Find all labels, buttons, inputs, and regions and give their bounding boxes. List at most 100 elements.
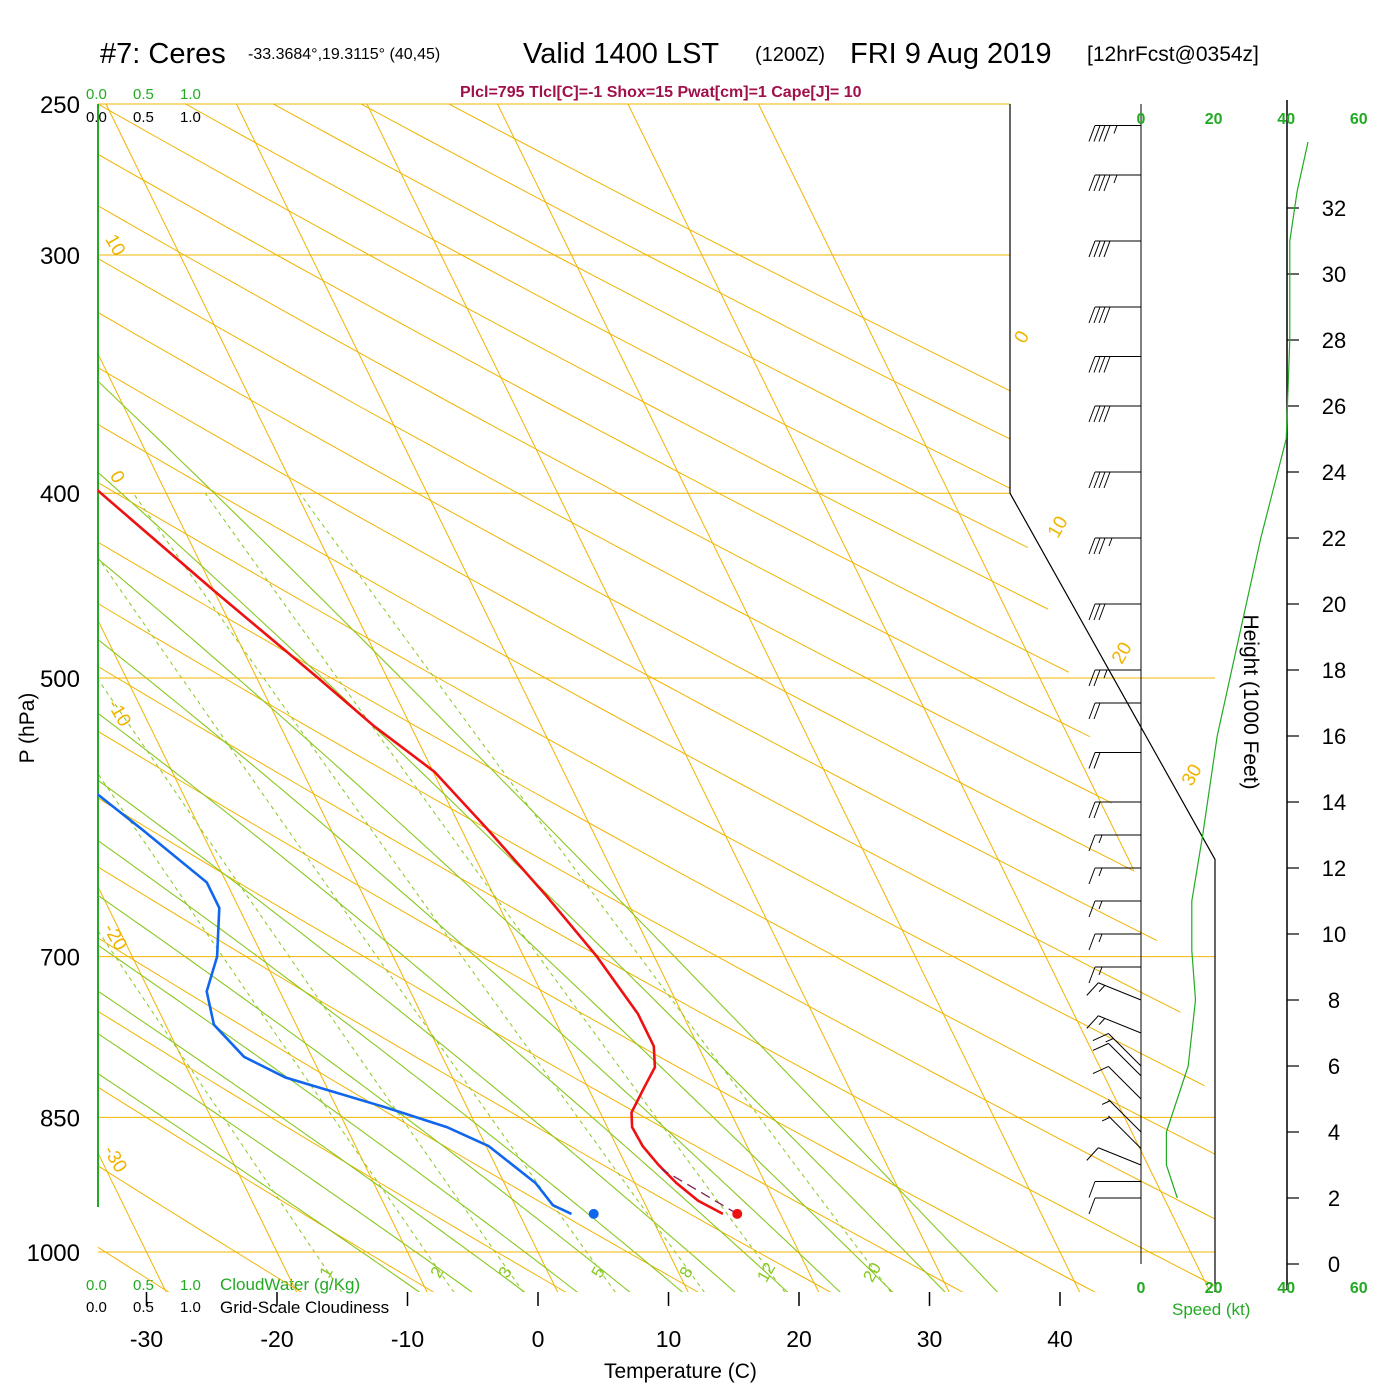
wind-barb-flag bbox=[1093, 125, 1101, 142]
parcel-path bbox=[661, 1168, 738, 1215]
isotherm-line bbox=[0, 104, 40, 1300]
moist-adiabat-line bbox=[98, 104, 850, 1292]
speed-axis-title: Speed (kt) bbox=[1172, 1300, 1251, 1319]
moist-adiabat-line bbox=[98, 104, 589, 1292]
pressure-tick-label: 250 bbox=[40, 92, 80, 119]
wind-barb-flag bbox=[1088, 669, 1096, 687]
wind-barb-half-flag bbox=[1103, 669, 1108, 679]
valid-date: FRI 9 Aug 2019 bbox=[850, 38, 1052, 70]
height-tick-label: 22 bbox=[1322, 526, 1346, 551]
plot-frame bbox=[97, 104, 1216, 1292]
isotherm-line bbox=[497, 104, 1085, 1292]
wind-barb bbox=[1088, 603, 1141, 621]
dry-adiabat-label: 10 bbox=[1044, 513, 1073, 542]
temperature-tick-label: 10 bbox=[656, 1326, 682, 1352]
isotherm-line bbox=[98, 104, 563, 1292]
wind-barb bbox=[1088, 1181, 1141, 1198]
dry-adiabat-line bbox=[98, 104, 1215, 1292]
wind-barb-half-flag bbox=[1098, 985, 1106, 993]
wind-barb bbox=[1088, 125, 1141, 142]
moist-adiabat-line bbox=[98, 104, 1006, 1292]
wind-barb bbox=[1086, 982, 1142, 1001]
dry-adiabat-line bbox=[98, 104, 1215, 1292]
moist-adiabat-line bbox=[98, 104, 954, 1292]
wind-barb-flag bbox=[1093, 603, 1101, 621]
isotherm-line bbox=[105, 104, 693, 1292]
wind-barb-staff bbox=[1108, 1115, 1142, 1149]
wind-barb-half-flag bbox=[1113, 125, 1118, 134]
wind-barb-flag bbox=[1088, 752, 1096, 769]
isotherm-line bbox=[98, 104, 302, 1292]
temperature-tick-label: 40 bbox=[1047, 1326, 1073, 1352]
dry-adiabat-line bbox=[98, 104, 1215, 1292]
wind-barb-flag bbox=[1103, 405, 1111, 423]
mixing-ratio-line bbox=[132, 492, 705, 1292]
pressure-tick-label: 850 bbox=[40, 1105, 80, 1132]
cloudiness-tick-bottom: 1.0 bbox=[180, 1299, 201, 1316]
wind-barb-flag bbox=[1093, 752, 1101, 769]
wind-barb-flag bbox=[1088, 966, 1096, 984]
mixing-ratio-line bbox=[98, 492, 524, 1292]
wind-barb-flag bbox=[1098, 356, 1106, 373]
wind-barb bbox=[1088, 356, 1141, 373]
height-tick-label: 20 bbox=[1322, 592, 1346, 617]
wind-barb-flag bbox=[1088, 900, 1096, 918]
dry-adiabat-line bbox=[360, 104, 1215, 1292]
cloudiness-tick-top: 1.0 bbox=[180, 109, 201, 126]
wind-barb-flag bbox=[1098, 306, 1106, 324]
wind-barb-flag bbox=[1088, 702, 1096, 720]
isotherm-lines bbox=[0, 104, 1215, 1300]
cloudwater-tick-top: 1.0 bbox=[180, 86, 201, 103]
dry-adiabat-label: -30 bbox=[99, 1142, 131, 1176]
wind-barb-staff bbox=[1108, 1033, 1142, 1067]
isotherm-line bbox=[758, 104, 1215, 1292]
height-tick-label: 28 bbox=[1322, 328, 1346, 353]
moist-adiabat-line bbox=[98, 104, 902, 1292]
wind-barb-flag bbox=[1103, 240, 1111, 258]
wind-barb-half-flag bbox=[1105, 1037, 1114, 1043]
wind-barb-flag bbox=[1088, 405, 1096, 423]
dry-adiabat-line bbox=[98, 104, 1215, 1292]
cloudwater-tick-top: 0.5 bbox=[133, 86, 154, 103]
wind-barb-flag bbox=[1098, 174, 1106, 192]
dry-adiabat-line bbox=[98, 104, 1215, 1292]
pressure-tick-label: 300 bbox=[40, 243, 80, 270]
wind-barb bbox=[1092, 1066, 1142, 1100]
height-tick-label: 30 bbox=[1322, 262, 1346, 287]
cloudiness-tick-bottom: 0.5 bbox=[133, 1299, 154, 1316]
wind-barb-flag bbox=[1088, 867, 1096, 885]
wind-barb bbox=[1092, 1033, 1142, 1067]
wind-barb-flag bbox=[1088, 306, 1096, 324]
height-tick-label: 24 bbox=[1322, 460, 1346, 485]
wind-barb bbox=[1088, 752, 1141, 769]
wind-barb-flag bbox=[1088, 240, 1096, 258]
wind-barb-flag bbox=[1093, 801, 1101, 819]
wind-barb bbox=[1088, 900, 1141, 918]
wind-barb-staff bbox=[1108, 1066, 1142, 1100]
dry-adiabat-line bbox=[98, 104, 713, 1292]
dry-adiabat-line bbox=[448, 104, 1215, 1292]
speed-tick-label-bottom: 40 bbox=[1277, 1280, 1295, 1297]
cloudwater-tick-bottom: 1.0 bbox=[180, 1277, 201, 1294]
wind-barb-half-flag bbox=[1108, 537, 1113, 547]
x-axis-title: Temperature (C) bbox=[604, 1360, 757, 1383]
wind-barb-flag bbox=[1103, 356, 1111, 373]
wind-barb bbox=[1101, 1115, 1142, 1149]
wind-barb-half-flag bbox=[1098, 867, 1103, 877]
wind-barb-flag bbox=[1093, 537, 1101, 555]
wind-barb-flag bbox=[1092, 1033, 1109, 1041]
cloudwater-tick-top: 0.0 bbox=[86, 86, 107, 103]
temperature-profile bbox=[98, 104, 724, 1216]
temperature-tick-label: 30 bbox=[917, 1326, 943, 1352]
wind-barb bbox=[1101, 1099, 1142, 1133]
height-tick-label: 10 bbox=[1322, 922, 1346, 947]
dry-adiabat-line bbox=[98, 104, 580, 1292]
wind-barb-flag bbox=[1103, 471, 1111, 489]
cloudwater-tick-bottom: 0.5 bbox=[133, 1277, 154, 1294]
temperature-tick-label: 0 bbox=[532, 1326, 545, 1352]
wind-barb bbox=[1088, 174, 1141, 192]
wind-barb bbox=[1088, 702, 1141, 720]
wind-barb bbox=[1088, 966, 1141, 984]
wind-barb-flag bbox=[1086, 982, 1099, 996]
